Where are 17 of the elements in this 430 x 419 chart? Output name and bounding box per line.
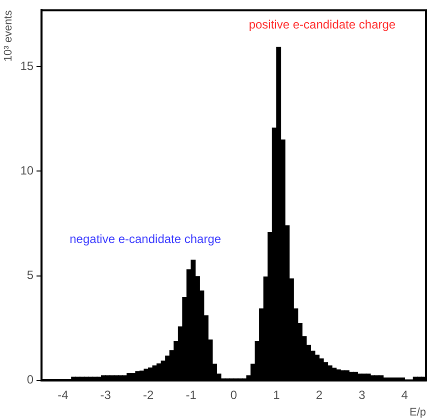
x-tick-label: -1 <box>186 388 197 402</box>
x-tick-label: 2 <box>316 388 323 402</box>
x-tick-label: 0 <box>230 388 238 402</box>
y-tick-label: 15 <box>20 58 34 73</box>
y-tick-label: 10 <box>20 164 34 178</box>
y-axis-title: 10³ events <box>2 10 15 62</box>
y-tick-label: 5 <box>26 268 34 282</box>
x-tick-label: 3 <box>358 388 366 402</box>
annotation: negative e-candidate charge <box>70 232 222 246</box>
x-tick-label: -3 <box>100 388 112 402</box>
x-tick-label: 1 <box>273 388 280 402</box>
x-tick-label: 4 <box>401 388 408 402</box>
y-tick-label: 0 <box>26 372 34 387</box>
x-tick-label: -2 <box>143 388 154 402</box>
annotation: positive e-candidate charge <box>248 17 396 32</box>
x-axis-title: E/p <box>409 406 426 418</box>
x-tick-label: -4 <box>58 388 69 402</box>
